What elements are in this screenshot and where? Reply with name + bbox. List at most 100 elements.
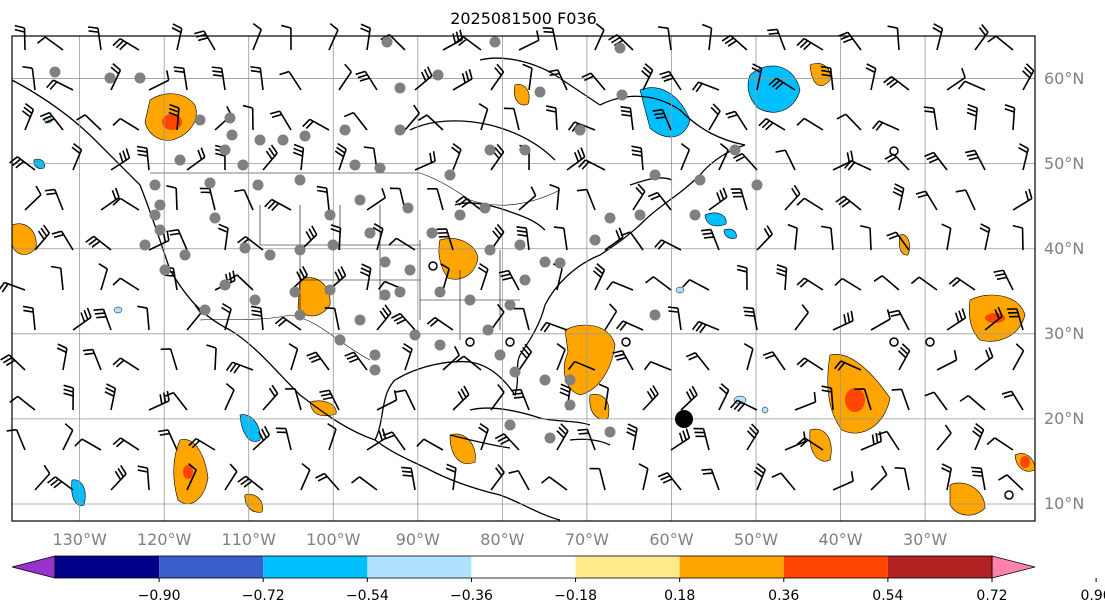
wind-barb	[877, 430, 900, 451]
station-marker	[554, 257, 566, 269]
station-marker	[364, 227, 376, 239]
wind-barb	[736, 264, 748, 291]
colorbar-tick-label: 0.90	[1080, 588, 1105, 604]
wind-barb	[871, 120, 900, 131]
station-marker	[464, 294, 476, 306]
wind-barb	[14, 24, 26, 51]
lon-label: 50°W	[733, 530, 779, 549]
station-marker	[254, 134, 266, 146]
wind-barb-layer	[0, 22, 1035, 491]
wind-barb	[957, 80, 986, 91]
wind-barb	[376, 390, 398, 411]
wind-barb	[36, 36, 64, 51]
station-marker	[694, 174, 706, 186]
lat-label: 20°N	[1044, 408, 1085, 428]
wind-barb	[987, 35, 1014, 51]
wind-barb	[327, 422, 337, 451]
wind-barb	[160, 348, 178, 371]
wind-barb	[796, 197, 824, 211]
wind-barb	[598, 383, 610, 411]
map-frame	[11, 35, 1036, 522]
wind-barb	[452, 69, 473, 91]
wind-barb	[110, 63, 122, 91]
wind-barb	[974, 347, 994, 371]
wind-barb	[948, 276, 976, 291]
wind-barb	[426, 316, 454, 331]
wind-barb	[351, 476, 378, 491]
wind-barb	[360, 23, 372, 51]
station-marker	[277, 134, 289, 146]
lon-label: 70°W	[564, 530, 609, 549]
wind-barb	[264, 198, 292, 212]
station-marker	[539, 374, 551, 386]
wind-barb	[518, 343, 533, 371]
wind-barb	[72, 307, 92, 331]
wind-barb	[753, 462, 767, 491]
station-marker	[239, 242, 251, 254]
wind-barb	[300, 462, 311, 491]
wind-barb	[756, 225, 773, 251]
wind-barb	[725, 110, 748, 131]
wind-barb	[292, 143, 305, 171]
wind-barb	[612, 349, 634, 371]
wind-barb	[955, 189, 976, 211]
wind-barb	[188, 437, 216, 451]
wind-barb	[865, 63, 877, 91]
colorbar-segment	[471, 556, 576, 578]
station-marker	[689, 209, 701, 221]
station-marker	[482, 324, 494, 336]
open-circle-markers	[428, 146, 1014, 500]
wind-barb	[9, 156, 36, 171]
station-marker	[294, 174, 306, 186]
colorbar-extend-low	[11, 555, 56, 579]
wind-barb	[34, 464, 51, 491]
station-marker	[444, 169, 456, 181]
wind-barb	[542, 26, 558, 51]
wind-barb	[315, 472, 340, 491]
wind-barb	[288, 342, 299, 371]
wind-barb	[870, 465, 888, 491]
station-marker	[519, 144, 531, 156]
wind-barb	[733, 152, 758, 171]
colorbar-tick-label: −0.18	[554, 588, 597, 604]
colorbar-tick-label: −0.90	[137, 588, 181, 604]
wind-barb	[576, 188, 596, 211]
wind-barb	[645, 276, 672, 291]
wind-barb	[478, 422, 489, 451]
wind-barb	[966, 103, 978, 131]
wind-barb	[746, 423, 760, 451]
wind-barb	[654, 239, 682, 251]
wind-barb	[923, 106, 938, 131]
wind-barb	[776, 264, 788, 291]
wind-barb	[376, 304, 392, 331]
wind-barb	[540, 476, 568, 491]
wind-barb	[281, 24, 292, 51]
wind-barb	[578, 159, 606, 171]
station-marker-layer	[49, 36, 763, 444]
colorbar-segment	[367, 556, 472, 578]
wind-barb	[854, 388, 872, 411]
station-marker	[134, 72, 146, 84]
colorbar-tick-label: 0.72	[976, 588, 1008, 604]
wind-barb	[494, 433, 520, 451]
wind-barb	[796, 437, 824, 451]
wind-barb	[427, 187, 444, 211]
wind-barb	[691, 320, 720, 334]
colorbar-segment	[575, 556, 680, 578]
wind-barb	[173, 66, 188, 91]
station-marker	[616, 89, 628, 101]
wind-barb	[708, 103, 721, 131]
wind-barb	[836, 113, 862, 131]
wind-barb	[604, 227, 624, 251]
station-marker	[264, 249, 276, 261]
wind-barb	[110, 148, 131, 171]
wind-barb	[964, 149, 986, 171]
wind-barb	[455, 36, 482, 51]
station-marker	[504, 299, 516, 311]
wind-barb	[670, 428, 691, 451]
wind-barb	[658, 26, 672, 51]
station-marker	[294, 244, 306, 256]
wind-barb	[445, 463, 457, 491]
wind-barb	[262, 384, 279, 411]
wind-barb	[860, 225, 872, 251]
